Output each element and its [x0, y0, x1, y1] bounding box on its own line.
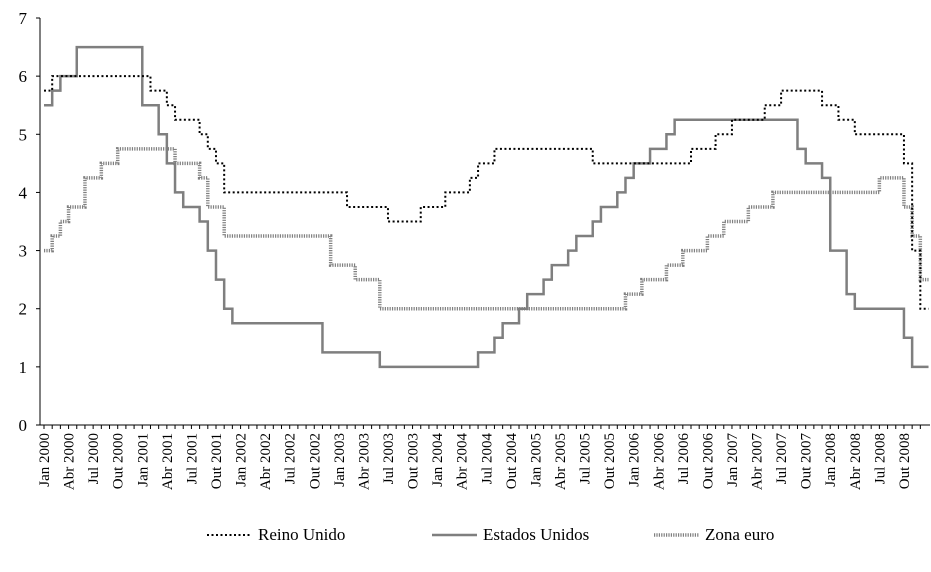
x-tick-label: Jul 2006 [676, 433, 692, 485]
x-tick-label: Abr 2002 [258, 433, 274, 490]
x-tick-label: Out 2008 [897, 433, 913, 489]
series-line-zona-euro [44, 147, 929, 311]
legend: Reino Unido Estados Unidos Zona euro [207, 525, 774, 544]
x-tick-label: Jan 2002 [234, 433, 250, 487]
axes: 0 1 2 3 4 5 6 7 Jan 2000 Abr 2000 Jul 2000 Out 2000… [19, 9, 930, 491]
x-tick-label: Out 2002 [307, 433, 323, 489]
y-tick-label: 7 [19, 9, 28, 28]
x-tick-label: Jan 2006 [627, 433, 643, 487]
x-tick-label: Out 2001 [209, 433, 225, 489]
x-tick-label: Jul 2004 [479, 433, 495, 485]
legend-label: Zona euro [705, 525, 774, 544]
y-tick-label: 1 [19, 358, 28, 377]
x-tick-label: Jul 2007 [774, 433, 790, 485]
y-tick-label: 0 [19, 416, 28, 435]
legend-label: Estados Unidos [483, 525, 589, 544]
x-tick-label: Abr 2003 [356, 433, 372, 490]
x-tick-label: Out 2004 [504, 433, 520, 490]
x-tick-label: Jan 2001 [135, 433, 151, 487]
x-tick-label: Jan 2004 [430, 433, 446, 487]
x-tick-label: Jul 2008 [872, 433, 888, 484]
x-tick-label: Jul 2001 [184, 433, 200, 484]
x-tick-label: Abr 2000 [62, 433, 78, 490]
x-tick-label: Abr 2005 [553, 433, 569, 490]
legend-label: Reino Unido [258, 525, 345, 544]
x-tick-label: Out 2000 [111, 433, 127, 489]
y-tick-label: 3 [19, 242, 28, 261]
x-tick-label: Out 2005 [602, 433, 618, 489]
x-tick-label: Jan 2005 [528, 433, 544, 487]
series-line-estados-unidos [44, 45, 929, 369]
x-tick-label: Abr 2006 [651, 433, 667, 491]
plot-area [44, 45, 929, 369]
x-tick-label: Out 2007 [799, 433, 815, 490]
y-tick-label: 6 [19, 67, 28, 86]
y-tick-label: 4 [19, 183, 28, 202]
x-tick-label: Jul 2002 [283, 433, 299, 484]
x-tick-label: Jul 2000 [86, 433, 102, 484]
x-tick-label: Jul 2003 [381, 433, 397, 484]
x-tick-label: Abr 2001 [160, 433, 176, 490]
y-tick-label: 2 [19, 300, 28, 319]
x-tick-label: Abr 2008 [848, 433, 864, 490]
x-tick-label: Abr 2007 [750, 433, 766, 491]
x-tick-label: Jan 2008 [823, 433, 839, 487]
x-tick-label: Jul 2005 [578, 433, 594, 484]
x-tick-label: Jan 2000 [37, 433, 53, 487]
x-tick-label: Out 2003 [406, 433, 422, 489]
x-tick-label: Jan 2007 [725, 433, 741, 487]
y-tick-label: 5 [19, 125, 28, 144]
x-tick-label: Out 2006 [700, 433, 716, 490]
x-tick-label: Jan 2003 [332, 433, 348, 487]
x-tick-label: Abr 2004 [455, 433, 471, 491]
